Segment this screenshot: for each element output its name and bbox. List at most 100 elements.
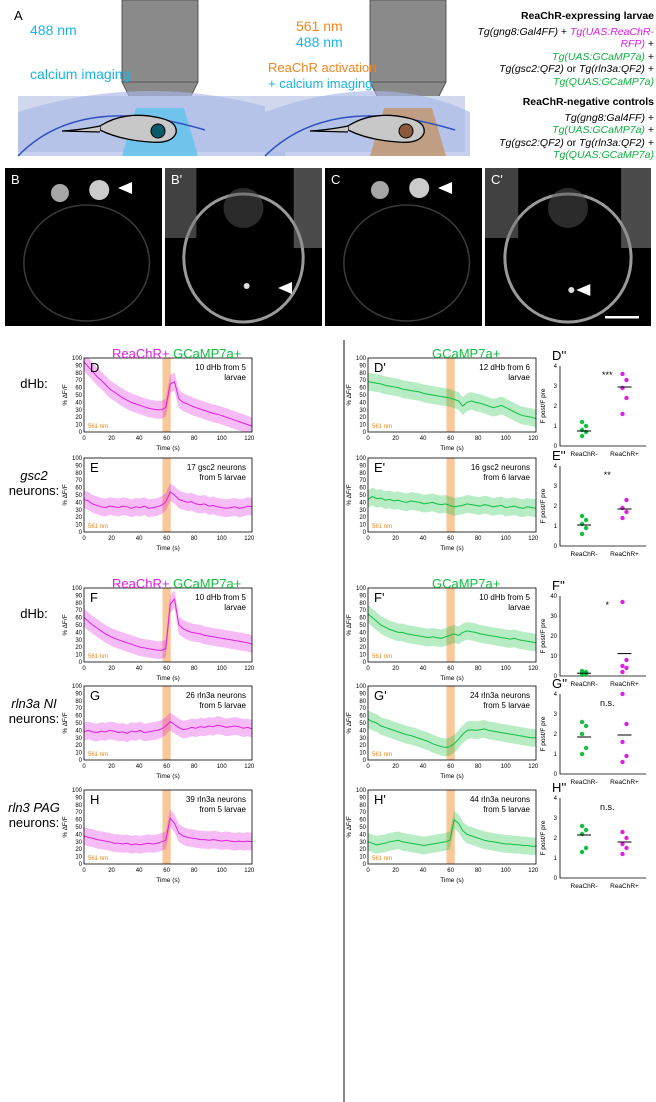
- error-band: [368, 605, 536, 652]
- n-note: 10 dHb from 5: [195, 363, 246, 372]
- y-tick-label: 4: [554, 692, 558, 698]
- n-note: 12 dHb from 6: [479, 363, 530, 372]
- scatter-point: [624, 845, 629, 851]
- row-label: rln3 PAG neurons:: [2, 800, 66, 830]
- error-band: [368, 372, 536, 428]
- y-tick-label: 30: [359, 736, 366, 742]
- x-tick-label: 100: [501, 666, 512, 672]
- y-tick-label: 20: [75, 415, 82, 421]
- genotype-segment: +: [644, 63, 654, 75]
- y-tick-label: 50: [359, 623, 366, 629]
- y-tick-label: 100: [72, 788, 83, 794]
- x-tick-label: 0: [366, 666, 370, 672]
- scatter-plot-D'': 0 1 2 3 4 F post/F pre ReaChR- ReaChR+ ***: [540, 364, 646, 458]
- stim-label: 561 nm: [88, 856, 108, 862]
- genotype-line: Tg(QUAS:GCaMP7a): [472, 149, 654, 162]
- y-tick-label: 90: [359, 363, 366, 369]
- y-tick-label: 70: [359, 608, 366, 614]
- x-tick-label: 60: [163, 436, 170, 442]
- genotype-segment: Tg(gng8:Gal4FF): [564, 111, 645, 124]
- y-tick-label: 0: [79, 430, 83, 436]
- y-tick-label: 40: [359, 832, 366, 838]
- scatter-point: [620, 739, 625, 745]
- y-tick-label: 0: [363, 660, 367, 666]
- y-tick-label: 4: [554, 796, 558, 802]
- scatter-point: [579, 513, 585, 519]
- stim-window: [162, 790, 171, 864]
- n-note: larvae: [224, 603, 246, 612]
- scatter-point: [624, 721, 629, 727]
- panel-label: D'': [552, 348, 567, 363]
- genotype-segment: Tg(gng8:Gal4FF): [477, 25, 558, 38]
- n-note: 10 dHb from 5: [479, 593, 530, 602]
- stim-label: 561 nm: [372, 654, 392, 660]
- y-tick-label: 10: [359, 855, 366, 861]
- scatter-point: [624, 753, 629, 759]
- panel-label: F'': [552, 578, 565, 593]
- row-label-line: rln3 PAG: [8, 800, 60, 815]
- x-axis-label: Time (s): [156, 675, 180, 682]
- mean-trace: [83, 720, 253, 734]
- n-note: larvae: [224, 373, 246, 382]
- header-mid: GCaMP7a+: [432, 346, 501, 361]
- x-tick-label: 0: [82, 536, 86, 542]
- x-axis-label: Time (s): [156, 877, 180, 884]
- y-tick-label: 70: [75, 608, 82, 614]
- y-tick-label: 100: [356, 456, 367, 462]
- genotype-segment: +: [558, 25, 570, 38]
- y-tick-label: 50: [75, 825, 82, 831]
- stim-label: 561 nm: [88, 524, 108, 530]
- genotype-segment: Tg(QUAS:GCaMP7a): [553, 75, 654, 88]
- scatter-point: [583, 423, 589, 429]
- y-tick-label: 80: [75, 803, 82, 809]
- category-label: ReaChR+: [610, 779, 639, 786]
- genotype-segment: or: [563, 136, 579, 149]
- scatter-point: [579, 433, 585, 439]
- y-tick-label: 0: [79, 530, 83, 536]
- y-axis-label: % ΔF/F: [62, 484, 69, 505]
- y-tick-label: 30: [75, 736, 82, 742]
- n-note: from 5 larvae: [199, 701, 246, 710]
- n-note: 10 dHb from 5: [195, 593, 246, 602]
- n-note: 39 rln3a neurons: [186, 795, 246, 804]
- x-tick-label: 40: [420, 764, 427, 770]
- category-label: ReaChR+: [610, 551, 639, 558]
- header-mid: GCaMP7a+: [432, 576, 501, 591]
- stim-label: 561 nm: [372, 424, 392, 430]
- y-tick-label: 3: [554, 484, 558, 490]
- scatter-plot-F'': 0 10 20 30 40 F post/F pre ReaChR- ReaChR+ *: [540, 594, 646, 688]
- y-tick-label: 10: [75, 751, 82, 757]
- panel-label: E: [90, 460, 99, 475]
- genotype-segment: Tg(gsc2:QF2): [499, 136, 564, 149]
- x-tick-label: 80: [475, 868, 482, 874]
- panel-label: F: [90, 590, 98, 605]
- n-note: from 5 larvae: [199, 473, 246, 482]
- y-tick-label: 40: [359, 500, 366, 506]
- significance-label: n.s.: [600, 698, 615, 708]
- mean-trace: [83, 816, 253, 846]
- y-tick-label: 1: [554, 856, 558, 862]
- x-tick-label: 120: [244, 536, 255, 542]
- scatter-point: [620, 691, 625, 697]
- y-tick-label: 90: [359, 691, 366, 697]
- y-tick-label: 90: [75, 795, 82, 801]
- genotype-segment: +: [644, 111, 654, 124]
- genotype-segment: Tg(UAS:GCaMP7a): [552, 124, 645, 136]
- x-tick-label: 80: [191, 436, 198, 442]
- mean-trace: [367, 613, 537, 644]
- x-tick-label: 0: [82, 868, 86, 874]
- mean-trace: [367, 818, 536, 847]
- micrograph-0: B: [5, 168, 162, 326]
- wavelength-561: 561 nm: [296, 18, 343, 34]
- y-tick-label: 1: [554, 524, 558, 530]
- x-tick-label: 60: [447, 868, 454, 874]
- y-tick-label: 60: [75, 818, 82, 824]
- x-tick-label: 120: [528, 536, 539, 542]
- y-tick-label: 30: [75, 508, 82, 514]
- micrograph-label: C: [331, 172, 341, 187]
- y-tick-label: 20: [359, 743, 366, 749]
